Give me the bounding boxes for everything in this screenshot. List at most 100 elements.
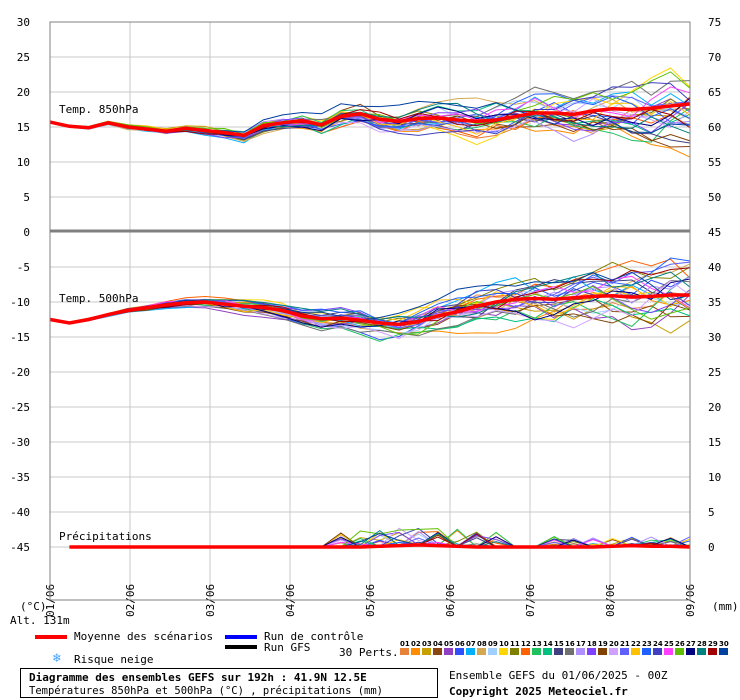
perturbation-number-12: 12: [521, 640, 531, 648]
left-tick-label: 0: [23, 226, 30, 239]
right-tick-label: 25: [708, 366, 721, 379]
right-tick-label: 55: [708, 156, 721, 169]
snowflake-icon: ❄: [53, 651, 61, 666]
right-tick-label: 75: [708, 16, 721, 29]
perturbation-number-29: 29: [708, 640, 718, 648]
perturbation-number-09: 09: [488, 640, 498, 648]
right-tick-label: 50: [708, 191, 721, 204]
mean-line-t850: [49, 102, 691, 138]
right-tick-label: 20: [708, 401, 721, 414]
perturbation-number-25: 25: [664, 640, 674, 648]
perturbation-swatch-19: [598, 648, 607, 655]
run-info: Ensemble GEFS du 01/06/2025 - 00Z: [449, 669, 668, 682]
plot-frame: [49, 21, 691, 601]
left-axis-unit: (°C): [20, 600, 47, 613]
panel-label-t500: Temp. 500hPa: [59, 292, 138, 305]
perturbation-swatch-23: [642, 648, 651, 655]
right-tick-label: 0: [708, 541, 715, 554]
perturbation-number-21: 21: [620, 640, 630, 648]
left-tick-label: -15: [10, 331, 30, 344]
legend-gfs-label: Run GFS: [264, 641, 311, 654]
perturbation-swatch-22: [631, 648, 640, 655]
left-tick-label: -30: [10, 436, 30, 449]
perturbation-swatch-15: [554, 648, 563, 655]
perturbation-number-23: 23: [642, 640, 652, 648]
perturbation-number-03: 03: [422, 640, 432, 648]
panel-label-t850: Temp. 850hPa: [59, 103, 138, 116]
perturbation-swatch-12: [521, 648, 530, 655]
perturbation-swatch-08: [477, 648, 486, 655]
perturbation-number-18: 18: [587, 640, 597, 648]
perturbation-number-13: 13: [532, 640, 542, 648]
mean-line-t500: [49, 293, 690, 327]
perturbation-swatch-18: [587, 648, 596, 655]
perturbation-swatch-20: [609, 648, 618, 655]
perturbation-number-30: 30: [719, 640, 729, 648]
right-tick-label: 60: [708, 121, 721, 134]
left-tick-label: -35: [10, 471, 30, 484]
mean-line-precip: [69, 543, 691, 549]
perturbation-swatch-11: [510, 648, 519, 655]
perturbation-number-14: 14: [543, 640, 553, 648]
perturbation-number-17: 17: [576, 640, 586, 648]
perturbation-number-08: 08: [477, 640, 487, 648]
control-swatch: [225, 635, 257, 639]
right-tick-label: 40: [708, 261, 721, 274]
perturbation-number-27: 27: [686, 640, 696, 648]
perturbation-number-10: 10: [499, 640, 509, 648]
gfs-swatch: [225, 645, 257, 649]
perturbation-number-26: 26: [675, 640, 685, 648]
perturbation-swatch-03: [422, 648, 431, 655]
left-tick-label: -40: [10, 506, 30, 519]
perturbation-number-19: 19: [598, 640, 608, 648]
perturbation-swatch-02: [411, 648, 420, 655]
left-tick-label: -10: [10, 296, 30, 309]
panel-label-precip: Précipitations: [59, 530, 152, 543]
copyright: Copyright 2025 Meteociel.fr: [449, 685, 628, 698]
perturbation-swatch-29: [708, 648, 717, 655]
perturbation-swatch-07: [466, 648, 475, 655]
perturbation-number-06: 06: [455, 640, 465, 648]
perturbation-number-07: 07: [466, 640, 476, 648]
perturbation-number-01: 01: [400, 640, 410, 648]
perturbation-number-05: 05: [444, 640, 454, 648]
perturbation-swatch-09: [488, 648, 497, 655]
perturbation-swatch-21: [620, 648, 629, 655]
perturbation-swatch-25: [664, 648, 673, 655]
left-tick-label: -45: [10, 541, 30, 554]
altitude-label: Alt. 131m: [10, 614, 70, 625]
perturbation-swatch-17: [576, 648, 585, 655]
right-tick-label: 15: [708, 436, 721, 449]
right-tick-label: 35: [708, 296, 721, 309]
chart-axes: 302520151050-5-10-15-20-25-30-35-40-4575…: [10, 16, 721, 617]
perturbation-swatch-01: [400, 648, 409, 655]
legend-mean-label: Moyenne des scénarios: [74, 630, 214, 643]
legend-snow-label: Risque neige: [74, 653, 154, 666]
perturbation-number-28: 28: [697, 640, 707, 648]
left-tick-label: 30: [17, 16, 30, 29]
left-tick-label: 5: [23, 191, 30, 204]
chart-title: Diagramme des ensembles GEFS sur 192h : …: [29, 671, 367, 684]
perturbation-swatch-06: [455, 648, 464, 655]
left-tick-label: -25: [10, 401, 30, 414]
perturbation-swatch-04: [433, 648, 442, 655]
right-tick-label: 45: [708, 226, 721, 239]
perturbation-swatch-14: [543, 648, 552, 655]
left-tick-label: 10: [17, 156, 30, 169]
perturbation-swatch-30: [719, 648, 728, 655]
left-tick-label: -20: [10, 366, 30, 379]
right-tick-label: 30: [708, 331, 721, 344]
perturbation-swatch-05: [444, 648, 453, 655]
right-tick-label: 10: [708, 471, 721, 484]
perturbation-number-16: 16: [565, 640, 575, 648]
perturbation-swatch-13: [532, 648, 541, 655]
right-tick-label: 65: [708, 86, 721, 99]
perturbation-swatch-24: [653, 648, 662, 655]
legend-control-label: Run de contrôle: [264, 630, 364, 643]
perturbation-number-02: 02: [411, 640, 421, 648]
chart-subtitle: Températures 850hPa et 500hPa (°C) , pré…: [29, 685, 384, 697]
perturbation-number-11: 11: [510, 640, 520, 648]
left-tick-label: 25: [17, 51, 30, 64]
mean-swatch: [35, 635, 67, 639]
right-axis-unit: (mm): [712, 600, 739, 613]
